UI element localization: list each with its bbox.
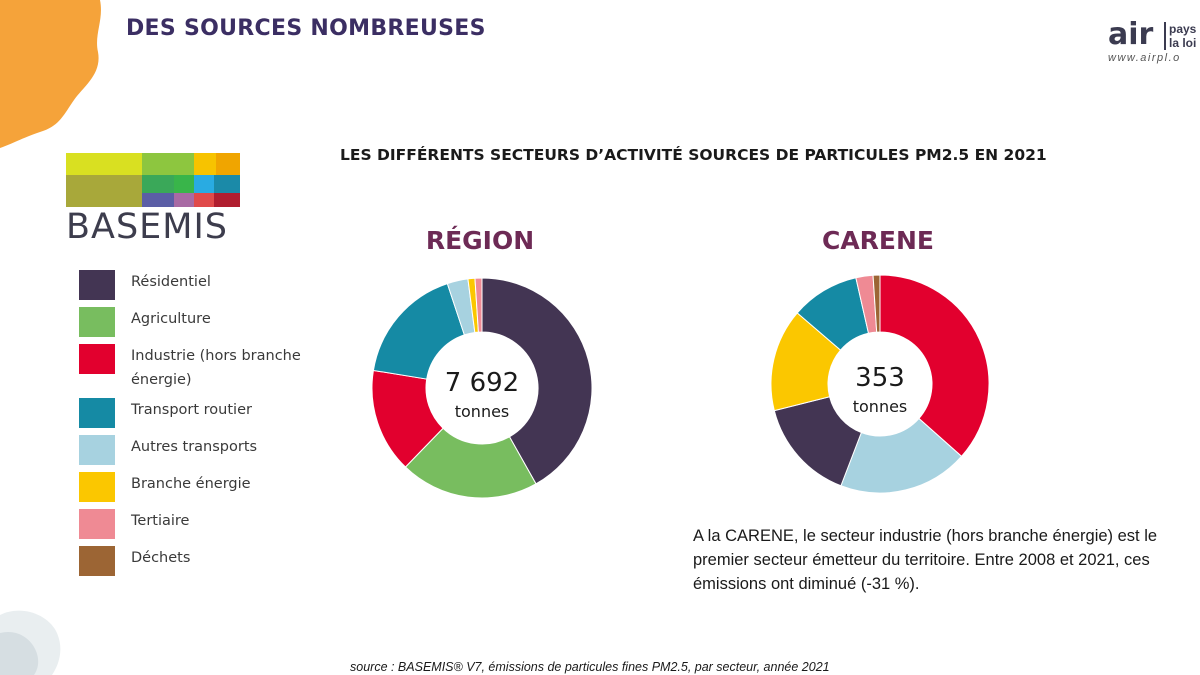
legend-label: Industrie (hors branche énergie) bbox=[131, 348, 301, 388]
legend-swatch bbox=[79, 270, 115, 300]
donut-slice-agriculture bbox=[404, 427, 537, 499]
legend-item: Industrie (hors branche énergie) bbox=[79, 344, 321, 392]
basemis-mosaic-cell bbox=[142, 193, 174, 207]
basemis-mosaic-cell bbox=[194, 153, 216, 175]
legend-item: Branche énergie bbox=[79, 472, 321, 502]
page-title: DES SOURCES NOMBREUSES bbox=[126, 16, 486, 41]
carene-donut-chart bbox=[770, 274, 990, 494]
donut-slice-déchets bbox=[872, 274, 881, 333]
donut-slice-industrie bbox=[879, 274, 990, 458]
basemis-logo: BASEMIS bbox=[66, 153, 242, 248]
legend-item: Agriculture bbox=[79, 307, 321, 337]
source-note: source : BASEMIS® V7, émissions de parti… bbox=[350, 660, 830, 674]
basemis-wordmark: BASEMIS bbox=[66, 207, 229, 247]
carene-heading: CARENE bbox=[821, 226, 935, 255]
brand-url-text: www.airpl.o bbox=[1108, 52, 1181, 64]
basemis-mosaic-cell bbox=[142, 153, 194, 175]
legend-swatch bbox=[79, 546, 115, 576]
legend-swatch bbox=[79, 472, 115, 502]
region-total-unit: tonnes bbox=[454, 402, 510, 421]
basemis-mosaic-cell bbox=[194, 193, 214, 207]
region-heading: RÉGION bbox=[425, 226, 535, 255]
brand-air-text: air bbox=[1108, 17, 1154, 52]
donut-slice-transport bbox=[372, 282, 465, 380]
legend-item: Transport routier bbox=[79, 398, 321, 428]
region-donut-chart bbox=[371, 277, 593, 499]
legend-label: Tertiaire bbox=[131, 513, 190, 529]
region-total-value: 7 692 bbox=[444, 368, 520, 398]
carene-total-unit: tonnes bbox=[852, 397, 908, 416]
brand-name-text: pays la loi bbox=[1164, 22, 1196, 50]
basemis-mosaic-cell bbox=[142, 175, 174, 193]
basemis-mosaic-cell bbox=[194, 175, 214, 193]
basemis-mosaic-cell bbox=[216, 153, 240, 175]
basemis-mosaic-cell bbox=[66, 153, 142, 175]
carene-total-value: 353 bbox=[855, 363, 905, 393]
legend-label: Branche énergie bbox=[131, 476, 251, 492]
legend-label: Autres transports bbox=[131, 439, 258, 455]
basemis-mosaic bbox=[66, 153, 240, 207]
legend-item: Tertiaire bbox=[79, 509, 321, 539]
legend-label: Déchets bbox=[131, 550, 191, 566]
legend-swatch bbox=[79, 307, 115, 337]
legend-swatch bbox=[79, 398, 115, 428]
legend-item: Déchets bbox=[79, 546, 321, 576]
leaf-corner-decoration bbox=[0, 610, 61, 675]
carene-note: A la CARENE, le secteur industrie (hors … bbox=[693, 527, 1158, 593]
legend-swatch bbox=[79, 435, 115, 465]
donut-slice-résidentiel bbox=[481, 277, 593, 485]
basemis-mosaic-cell bbox=[174, 193, 194, 207]
basemis-mosaic-cell bbox=[66, 175, 142, 207]
legend-swatch bbox=[79, 509, 115, 539]
legend-item: Résidentiel bbox=[79, 270, 321, 300]
legend-label: Transport routier bbox=[131, 402, 252, 418]
chart-title: LES DIFFÉRENTS SECTEURS D’ACTIVITÉ SOURC… bbox=[340, 146, 1047, 164]
donut-slice-autres bbox=[840, 417, 963, 494]
legend-label: Agriculture bbox=[131, 311, 211, 327]
basemis-mosaic-cell bbox=[174, 175, 194, 193]
legend-swatch bbox=[79, 344, 115, 374]
basemis-mosaic-cell bbox=[214, 193, 240, 207]
legend-label: Résidentiel bbox=[131, 274, 211, 290]
orange-corner-decoration bbox=[0, 0, 101, 148]
legend-item: Autres transports bbox=[79, 435, 321, 465]
basemis-mosaic-cell bbox=[214, 175, 240, 193]
donut-slice-tertiaire bbox=[474, 277, 483, 333]
air-pays-de-la-loire-logo: air pays la loi www.airpl.o bbox=[1108, 18, 1200, 68]
